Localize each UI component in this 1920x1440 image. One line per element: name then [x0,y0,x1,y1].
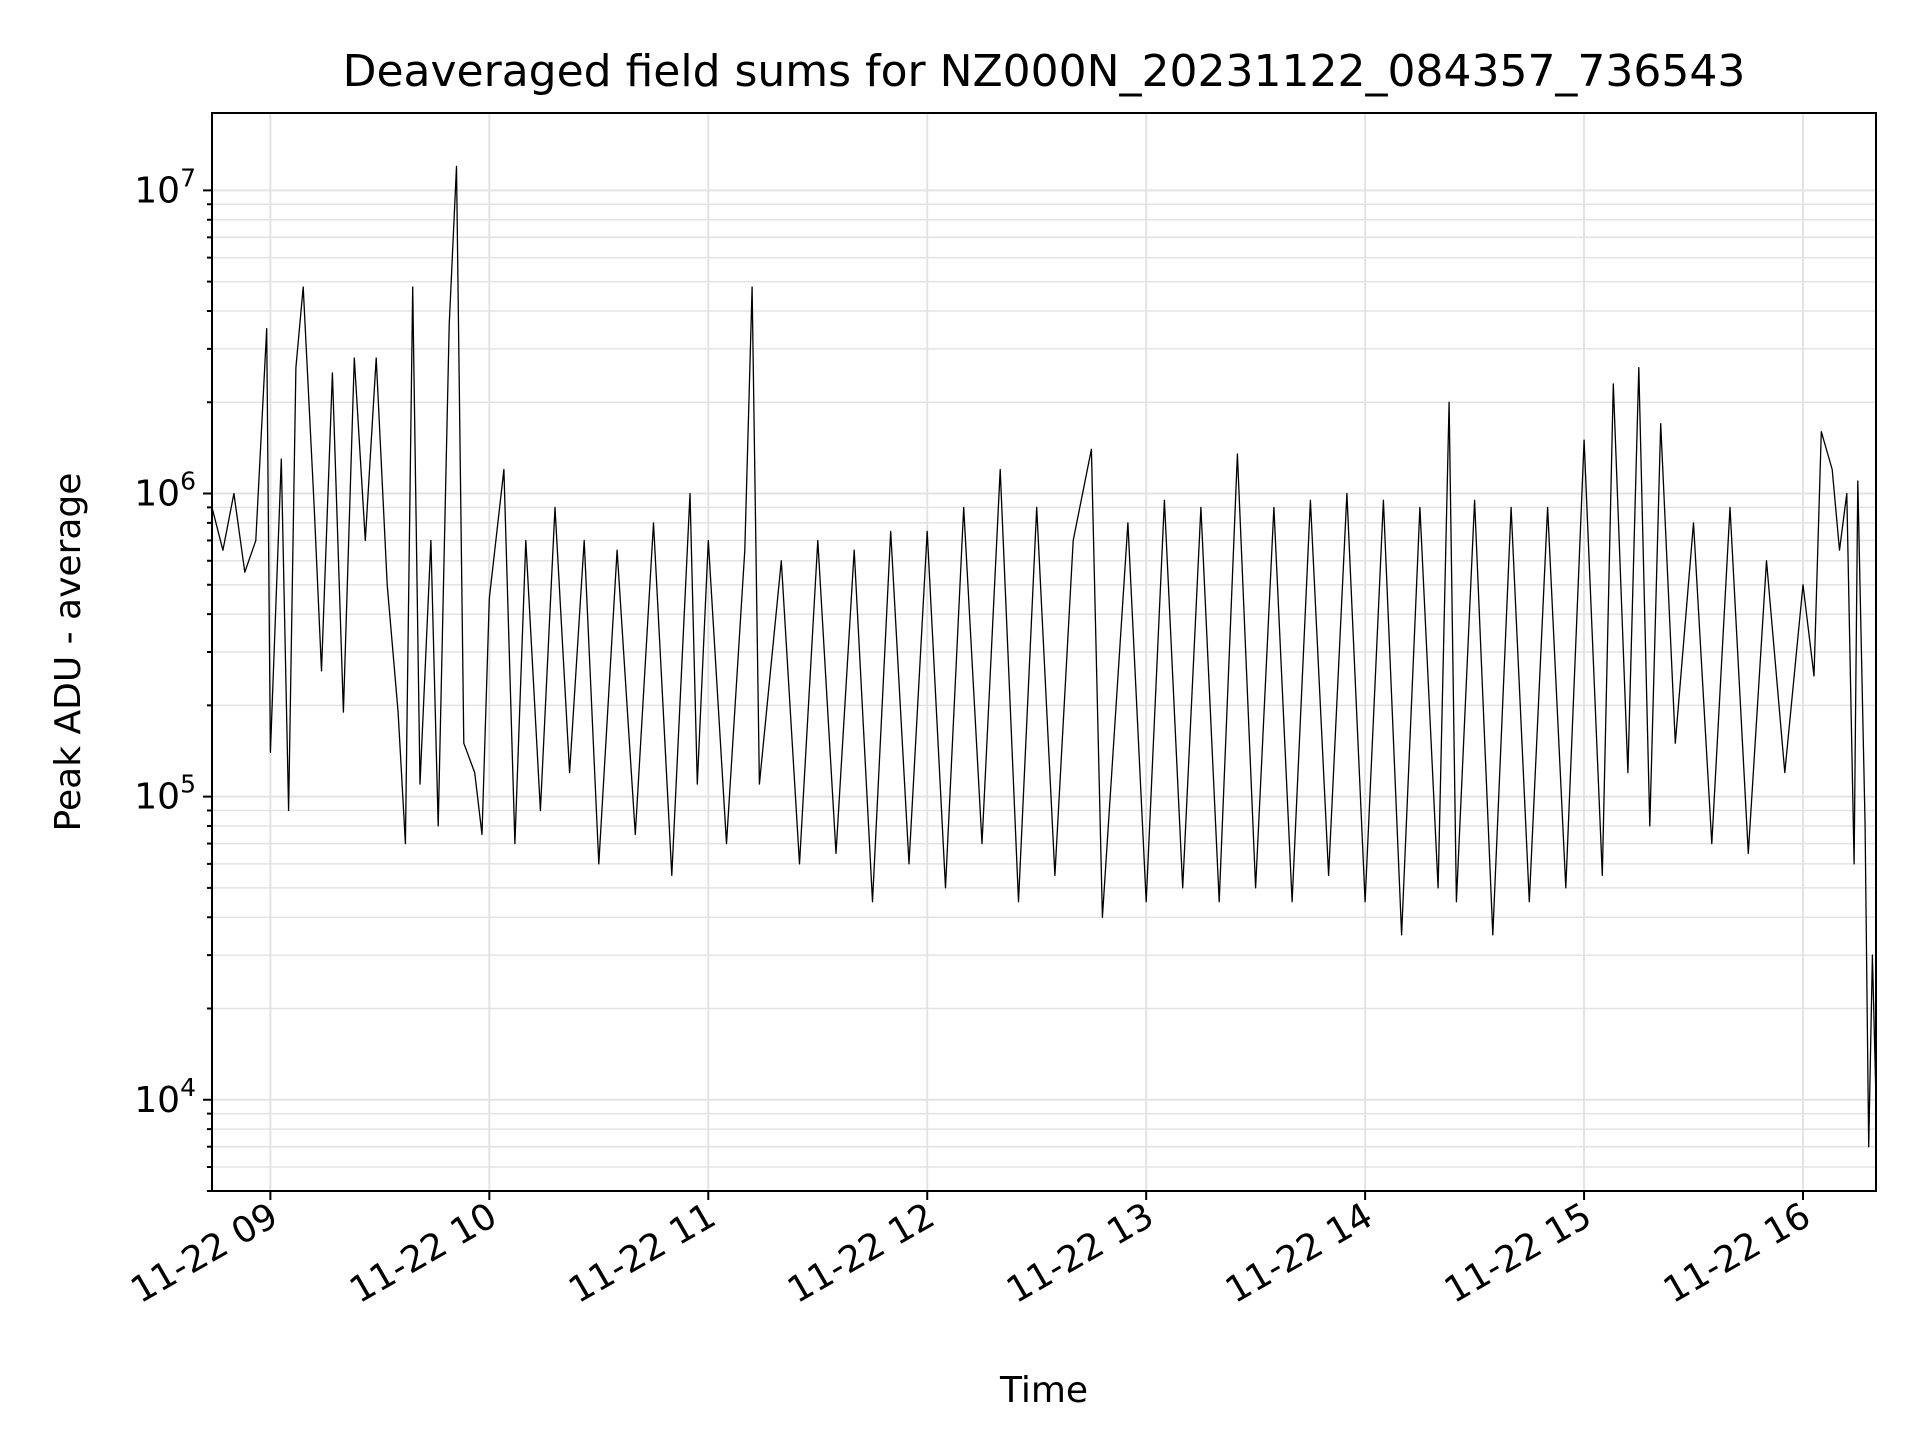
y-tick-label: 107 [134,163,196,211]
y-axis-label: Peak ADU - average [48,473,89,832]
y-tick-base: 10 [134,777,180,818]
y-tick-label: 106 [134,467,196,515]
grid-lines [212,113,1876,1192]
y-tick-base: 10 [134,1080,180,1121]
y-tick-exponent: 5 [180,770,196,799]
y-tick-exponent: 7 [180,163,196,192]
y-tick-base: 10 [134,170,180,211]
x-axis-label: Time [999,1370,1088,1411]
chart-title: Deaveraged field sums for NZ000N_2023112… [343,46,1746,97]
y-tick-label: 105 [134,770,196,818]
y-tick-exponent: 6 [180,467,196,496]
y-tick-label: 104 [134,1073,196,1121]
y-tick-base: 10 [134,474,180,515]
series-line [211,165,1877,1148]
y-tick-exponent: 4 [180,1073,196,1102]
data-series [211,165,1877,1148]
